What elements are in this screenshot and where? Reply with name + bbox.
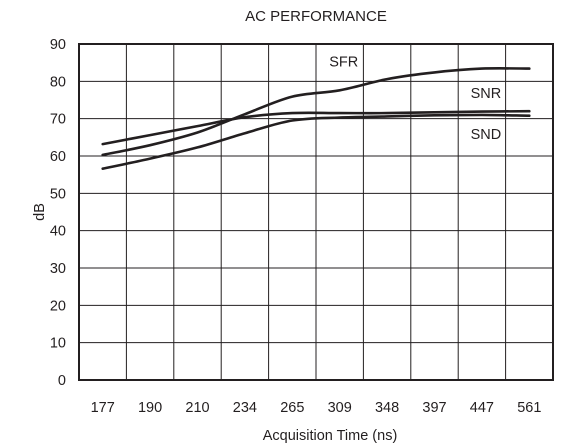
snr-series-label: SNR: [471, 86, 502, 102]
snd-series-label: SND: [471, 127, 502, 143]
x-tick-label: 447: [470, 400, 494, 416]
x-tick-label: 309: [328, 400, 352, 416]
x-tick-label: 210: [185, 400, 209, 416]
y-tick-label: 60: [50, 149, 66, 165]
x-tick-label: 348: [375, 400, 399, 416]
chart-title: AC PERFORMANCE: [245, 8, 387, 25]
sfr-series-label: SFR: [329, 54, 358, 70]
y-tick-label: 70: [50, 112, 66, 128]
snr-line: [101, 109, 531, 146]
y-tick-labels: 0 10 20 30 40 50 60 70 80 90: [50, 37, 66, 389]
x-tick-label: 397: [422, 400, 446, 416]
series-labels: SFR SNR SND: [329, 54, 501, 143]
y-tick-label: 50: [50, 186, 66, 202]
y-tick-label: 10: [50, 336, 66, 352]
x-tick-label: 234: [233, 400, 257, 416]
sfr-line: [101, 67, 531, 157]
y-tick-label: 40: [50, 224, 66, 240]
grid: [79, 44, 553, 380]
x-tick-label: 265: [280, 400, 304, 416]
y-tick-label: 90: [50, 37, 66, 53]
y-axis-label: dB: [32, 203, 48, 221]
x-axis-label: Acquisition Time (ns): [263, 428, 398, 444]
y-tick-label: 0: [58, 373, 66, 389]
x-tick-label: 177: [91, 400, 115, 416]
snd-line: [101, 113, 531, 170]
x-tick-label: 561: [517, 400, 541, 416]
plot-lines: [101, 67, 531, 170]
x-tick-labels: 177 190 210 234 265 309 348 397 447 561: [91, 400, 542, 416]
y-tick-label: 80: [50, 74, 66, 90]
x-tick-label: 190: [138, 400, 162, 416]
y-tick-label: 30: [50, 261, 66, 277]
y-tick-label: 20: [50, 298, 66, 314]
plot-frame: [78, 43, 554, 381]
